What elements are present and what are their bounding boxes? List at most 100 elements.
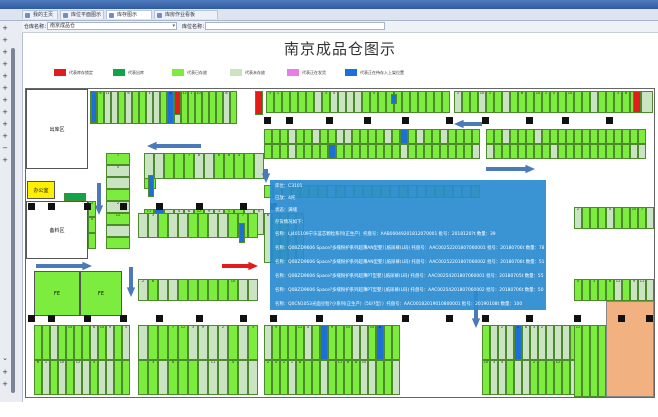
tab-home[interactable]: 我的主页 (22, 10, 58, 19)
storage-cell[interactable] (228, 213, 238, 238)
storage-cell[interactable]: 4 (88, 217, 96, 233)
storage-cell[interactable] (400, 144, 408, 159)
storage-cell[interactable] (304, 360, 312, 395)
storage-cell[interactable] (118, 91, 125, 124)
storage-cell[interactable] (630, 129, 638, 144)
storage-cell[interactable]: 1 (486, 91, 494, 113)
storage-cell[interactable] (598, 91, 606, 113)
storage-cell[interactable] (282, 91, 290, 113)
storage-cell[interactable]: 4 (330, 91, 338, 113)
storage-cell[interactable] (209, 91, 216, 124)
storage-cell[interactable] (590, 207, 598, 229)
storage-cell[interactable]: 3 (148, 213, 158, 238)
storage-cell[interactable] (534, 144, 542, 159)
storage-cell[interactable]: 5 (370, 91, 378, 113)
storage-cell[interactable] (506, 360, 514, 395)
storage-cell[interactable]: 1 (542, 91, 550, 113)
storage-cell[interactable]: 12 (574, 325, 582, 397)
storage-cell[interactable] (312, 144, 320, 159)
location-input[interactable] (205, 22, 385, 30)
storage-cell[interactable]: 4 (234, 153, 244, 179)
storage-cell[interactable]: 11 (638, 279, 646, 301)
storage-cell[interactable]: 12 (178, 325, 188, 360)
storage-cell[interactable]: 2 (538, 325, 546, 360)
storage-cell[interactable]: 3 (148, 360, 158, 395)
storage-cell[interactable] (598, 207, 606, 229)
storage-cell[interactable] (360, 144, 368, 159)
storage-cell[interactable] (106, 189, 130, 201)
storage-cell[interactable] (582, 207, 590, 229)
storage-cell[interactable] (368, 360, 376, 395)
storage-cell[interactable]: 6 (606, 279, 614, 301)
storage-cell[interactable] (574, 129, 582, 144)
storage-cell[interactable] (502, 91, 510, 113)
storage-cell[interactable]: 6 (344, 360, 352, 395)
storage-cell[interactable]: 6 (34, 360, 42, 395)
storage-cell-locked[interactable] (633, 91, 641, 113)
storage-cell[interactable] (562, 325, 570, 360)
storage-cell[interactable] (486, 129, 494, 144)
storage-cell[interactable]: 4 (606, 207, 614, 229)
storage-cell[interactable] (288, 129, 296, 144)
storage-cell[interactable] (400, 129, 408, 144)
storage-cell[interactable] (218, 360, 228, 395)
storage-cell[interactable] (550, 129, 558, 144)
plus-icon[interactable]: + (2, 120, 8, 128)
storage-cell[interactable] (74, 325, 82, 360)
storage-cell[interactable] (228, 325, 238, 360)
storage-cell[interactable] (514, 360, 522, 395)
storage-cell[interactable]: 6 (168, 360, 178, 395)
storage-cell[interactable] (614, 129, 622, 144)
storage-cell[interactable]: 2 (498, 325, 506, 360)
storage-cell[interactable]: 2 (574, 207, 582, 229)
storage-cell[interactable] (114, 360, 122, 395)
storage-cell[interactable]: 8 (148, 279, 158, 301)
storage-cell[interactable] (598, 279, 606, 301)
storage-cell[interactable]: 6 (125, 91, 132, 124)
storage-cell[interactable] (168, 213, 178, 238)
storage-cell[interactable] (510, 129, 518, 144)
storage-cell[interactable] (646, 279, 654, 301)
storage-cell[interactable]: 11 (104, 91, 111, 124)
storage-cell[interactable] (384, 360, 392, 395)
storage-cell[interactable]: 6 (90, 325, 98, 360)
storage-cell[interactable] (312, 129, 320, 144)
storage-cell[interactable] (558, 144, 566, 159)
storage-cell[interactable]: 10 (482, 360, 490, 395)
storage-cell[interactable] (264, 129, 272, 144)
storage-cell[interactable] (384, 325, 392, 360)
storage-cell[interactable] (378, 91, 386, 113)
storage-cell[interactable] (306, 91, 314, 113)
storage-cell[interactable] (288, 144, 296, 159)
storage-cell-locked[interactable] (174, 91, 181, 115)
storage-cell[interactable]: 9 (106, 325, 114, 360)
storage-cell[interactable] (506, 325, 514, 360)
storage-cell[interactable]: 12 (106, 213, 130, 225)
storage-cell[interactable]: 12 (181, 91, 188, 124)
storage-cell[interactable]: 12 (554, 360, 562, 395)
storage-cell[interactable] (304, 144, 312, 159)
storage-cell[interactable] (264, 144, 272, 159)
storage-cell[interactable]: 7 (168, 325, 178, 360)
storage-cell[interactable] (354, 91, 362, 113)
storage-cell[interactable] (464, 129, 472, 144)
storage-cell[interactable] (288, 325, 296, 360)
storage-cell[interactable] (546, 360, 554, 395)
storage-cell[interactable]: 2 (138, 279, 148, 301)
storage-cell[interactable] (582, 144, 590, 159)
storage-cell-shipping[interactable] (64, 193, 86, 201)
storage-cell[interactable] (384, 144, 392, 159)
storage-cell[interactable] (630, 144, 638, 159)
storage-cell[interactable]: 4 (272, 360, 280, 395)
storage-cell[interactable] (472, 144, 480, 159)
storage-cell[interactable] (312, 360, 320, 395)
storage-cell[interactable] (494, 91, 502, 113)
storage-cell[interactable]: 10 (478, 91, 486, 113)
storage-cell[interactable] (432, 144, 440, 159)
storage-cell[interactable] (502, 129, 510, 144)
storage-cell[interactable]: 2 (264, 360, 272, 395)
storage-cell[interactable] (424, 129, 432, 144)
storage-cell[interactable] (122, 360, 130, 395)
storage-cell[interactable]: 8 (224, 153, 234, 179)
storage-cell[interactable] (362, 91, 370, 113)
